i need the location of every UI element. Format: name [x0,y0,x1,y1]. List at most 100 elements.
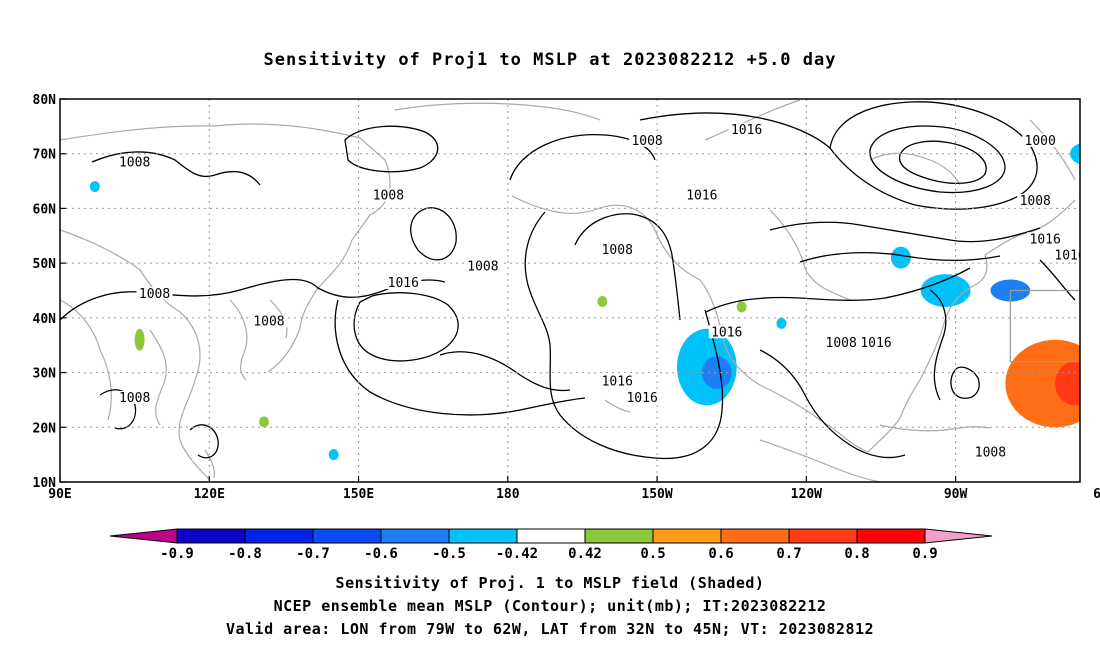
contour-label: 1008 [119,156,150,171]
colorbar-label: -0.5 [432,546,466,562]
lat-tick-label: 50N [33,257,57,272]
lon-tick-label: 150E [343,487,374,502]
graticule [60,99,1080,482]
colorbar-high-triangle [924,528,993,544]
colorbar-label: -0.6 [364,546,398,562]
contour-label: 1008 [1020,194,1051,209]
shading-blob [701,356,732,389]
contour-label-bg [629,133,666,147]
colorbar-low-triangle [109,528,178,544]
lat-tick-label: 80N [33,93,57,108]
colorbar-swatch [788,528,858,544]
lon-tick-label: 120E [194,487,225,502]
contour-label: 1016 [686,188,717,203]
colorbar-swatch [720,528,790,544]
shading-blob [920,274,971,307]
colorbar-swatch [652,528,722,544]
contour-label: 1008 [602,243,633,258]
contour-label-bg [116,390,153,404]
colorbar-label: 0.9 [912,546,937,562]
shading-blob [597,295,608,307]
contour-label-bg [599,243,636,257]
lat-tick-label: 40N [33,312,57,327]
contour-label: 1016 [626,391,657,406]
contour-label-bg [708,325,745,339]
contour-label: 1016 [1054,249,1085,264]
contour-label: 1016 [860,336,891,351]
contour-label-bg [116,155,153,169]
colorbar-swatch [584,528,654,544]
contour-label: 1008 [631,134,662,149]
lat-tick-label: 20N [33,421,57,436]
shading-blob [776,317,787,329]
contour-label-bg [1027,232,1064,246]
colorbar-label: -0.9 [160,546,194,562]
contour-label-bg [728,122,765,136]
contour-label: 1000 [1025,134,1056,149]
contour-label: 1008 [253,314,284,329]
contour-label: 1008 [975,446,1006,461]
colorbar-label: 0.8 [844,546,869,562]
shading-blob [1055,361,1080,406]
colorbar-label: -0.42 [496,546,538,562]
contour-label-bg [385,276,422,290]
map-axes: 90E 120E 150E 180 150W 120W 90W 60W 80N 70N 60N 50N… [33,93,1100,502]
colorbar-label: 0.5 [640,546,665,562]
contour-label-bg [972,445,1009,459]
lon-tick-label: 180 [496,487,520,502]
contour-label: 1008 [119,391,150,406]
lat-tick-label: 60N [33,202,57,217]
contour-label-bg [1022,133,1059,147]
colorbar-label: 0.6 [708,546,733,562]
colorbar-swatch [448,528,518,544]
lon-tick-label: 120W [791,487,822,502]
caption-shading: Sensitivity of Proj. 1 to MSLP field (Sh… [335,574,765,592]
shading-blob [1005,339,1080,428]
mslp-contours [60,101,1076,460]
shading-blob [328,449,339,461]
colorbar-label: 0.7 [776,546,801,562]
shading-blob [89,181,100,193]
contour-label-bg [823,336,860,350]
contour-label-bg [624,390,661,404]
lon-tick-label: 60W [1093,487,1100,502]
shading-blob [736,301,747,313]
contour-label: 1008 [373,188,404,203]
contour-label-bg [136,286,173,300]
map-title: Sensitivity of Proj1 to MSLP at 20230822… [263,50,837,70]
colorbar: -0.9 -0.8 -0.7 -0.6 -0.5 -0.42 0.42 0.5 0.6 0.7 0.… [109,528,993,562]
plot-frame [59,98,1081,483]
contour-label: 1016 [711,325,742,340]
colorbar-label: -0.7 [296,546,330,562]
valid-area-box [1009,289,1080,363]
colorbar-swatch [244,528,314,544]
caption-contour: NCEP ensemble mean MSLP (Contour); unit(… [273,597,827,615]
contour-label: 1016 [1030,232,1061,247]
sensitivity-shading [89,143,1080,461]
contour-label: 1016 [602,375,633,390]
shading-blob [259,416,269,428]
shading-blob [134,328,145,351]
contour-label: 1008 [826,336,857,351]
contour-label: 1008 [139,287,170,302]
lon-tick-label: 150W [641,487,672,502]
contour-label-bg [858,336,894,350]
colorbar-label: 0.42 [568,546,602,562]
shading-blob [890,246,911,269]
contour-label-bg [464,259,501,273]
contour-label-bg [599,374,636,388]
contour-label-bg [370,188,407,202]
colorbar-swatch [856,528,926,544]
colorbar-label: -0.8 [228,546,262,562]
contour-label: 1016 [388,276,419,291]
contour-label-bg [1052,248,1080,262]
lon-tick-label: 90E [48,487,71,502]
colorbar-swatch [312,528,382,544]
colorbar-swatch [380,528,450,544]
colorbar-swatch [516,528,586,544]
contour-label: 1016 [731,123,762,138]
lat-tick-label: 10N [33,476,57,491]
lat-tick-label: 30N [33,367,57,382]
contour-label-bg [250,314,287,328]
